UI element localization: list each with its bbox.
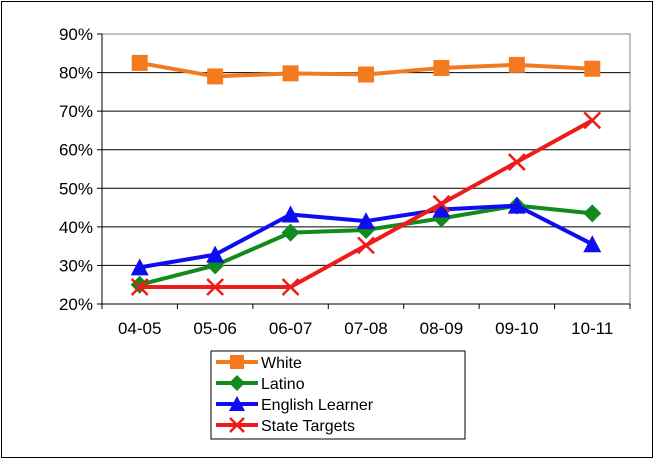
- y-tick-label: 90%: [59, 25, 93, 44]
- square-marker: [508, 56, 525, 73]
- data-point: [432, 194, 451, 213]
- triangle-marker: [130, 258, 149, 276]
- triangle-marker: [507, 196, 526, 214]
- data-point: [357, 236, 375, 255]
- x-marker: [206, 278, 225, 296]
- x-marker: [229, 417, 245, 433]
- triangle-marker: [229, 396, 245, 411]
- diamond-marker: [583, 204, 602, 223]
- data-point: [130, 275, 149, 294]
- x-marker: [432, 194, 451, 213]
- x-tick-label: 04-05: [118, 319, 161, 338]
- data-point: [281, 278, 300, 296]
- legend-item: English Learner: [216, 396, 374, 414]
- data-point: [130, 258, 149, 276]
- data-point: [583, 111, 602, 130]
- data-point: [507, 196, 526, 214]
- y-tick-label: 60%: [59, 141, 93, 160]
- x-tick-label: 05-06: [193, 319, 236, 338]
- legend-item: White: [216, 355, 302, 372]
- data-point: [358, 66, 374, 83]
- legend-label: Latino: [261, 376, 305, 393]
- square-marker: [433, 59, 450, 76]
- legend-item: State Targets: [216, 417, 355, 435]
- data-point: [206, 278, 225, 296]
- data-point: [281, 205, 300, 223]
- diamond-marker: [229, 375, 245, 391]
- triangle-marker: [206, 245, 225, 263]
- series-white: [131, 54, 601, 85]
- x-marker: [281, 278, 300, 296]
- y-tick-label: 20%: [59, 295, 93, 314]
- x-tick-label: 08-09: [420, 319, 463, 338]
- data-point: [432, 200, 451, 218]
- triangle-marker: [281, 205, 300, 223]
- data-point: [282, 65, 299, 82]
- diamond-marker: [130, 275, 149, 294]
- triangle-marker: [357, 212, 375, 230]
- data-point: [206, 245, 225, 263]
- data-point: [130, 278, 149, 296]
- legend-label: State Targets: [261, 418, 355, 435]
- y-tick-label: 50%: [59, 179, 93, 198]
- data-point: [507, 153, 526, 171]
- triangle-marker: [432, 200, 451, 218]
- x-marker: [507, 153, 526, 171]
- data-point: [584, 60, 601, 77]
- legend-item: Latino: [216, 375, 305, 393]
- square-marker: [207, 68, 224, 85]
- triangle-marker: [583, 235, 602, 253]
- series-english-learner: [130, 196, 602, 276]
- square-marker: [230, 355, 244, 369]
- x-marker: [357, 236, 375, 255]
- legend-label: White: [261, 355, 302, 372]
- data-point: [207, 68, 224, 85]
- x-tick-label: 06-07: [269, 319, 312, 338]
- data-point: [281, 223, 300, 242]
- x-marker: [130, 278, 149, 296]
- y-tick-label: 30%: [59, 256, 93, 275]
- x-tick-label: 10-11: [571, 319, 613, 338]
- data-point: [583, 235, 602, 253]
- legend-label: English Learner: [261, 397, 374, 414]
- data-point: [433, 59, 450, 76]
- y-tick-label: 80%: [59, 64, 93, 83]
- data-point: [508, 56, 525, 73]
- x-marker: [583, 111, 602, 130]
- square-marker: [584, 60, 601, 77]
- diamond-marker: [281, 223, 300, 242]
- x-tick-label: 09-10: [495, 319, 538, 338]
- data-point: [357, 212, 375, 230]
- x-tick-label: 07-08: [344, 319, 387, 338]
- square-marker: [282, 65, 299, 82]
- y-tick-label: 70%: [59, 102, 93, 121]
- square-marker: [358, 66, 374, 83]
- y-tick-label: 40%: [59, 218, 93, 237]
- data-point: [131, 54, 148, 71]
- series-state-targets: [130, 111, 602, 296]
- square-marker: [131, 54, 148, 71]
- data-point: [583, 204, 602, 223]
